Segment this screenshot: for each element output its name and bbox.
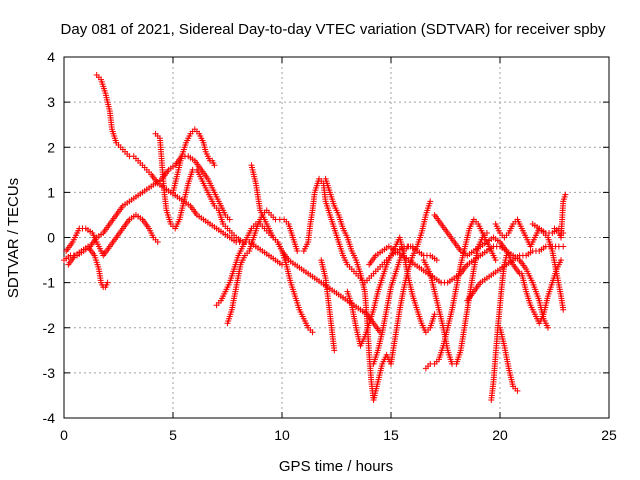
x-tick-label: 20 — [492, 427, 508, 443]
data-point — [433, 257, 440, 264]
x-axis-label: GPS time / hours — [279, 458, 393, 475]
data-point — [104, 279, 111, 286]
x-tick-label: 5 — [169, 427, 177, 443]
y-tick-labels: -4 -3 -2 -1 0 1 2 3 4 — [43, 49, 56, 426]
chart-title: Day 081 of 2021, Sidereal Day-to-day VTE… — [61, 21, 606, 38]
series-sat-s — [488, 252, 510, 403]
series-sat-w — [518, 257, 565, 327]
x-tick-label: 10 — [274, 427, 290, 443]
y-tick-label: 0 — [47, 230, 55, 246]
y-tick-label: 2 — [47, 139, 55, 155]
data-point — [409, 243, 416, 250]
series-sat-m — [344, 234, 438, 349]
data-point — [544, 324, 551, 331]
data-point — [226, 216, 233, 223]
y-tick-label: -4 — [43, 410, 56, 426]
series-sat-t — [497, 324, 521, 394]
y-tick-label: 3 — [47, 94, 55, 110]
y-axis-label: SDTVAR / TECUs — [5, 178, 22, 298]
series-sat-d — [65, 243, 111, 291]
series-sat-h — [224, 207, 301, 327]
series-sat-q — [422, 216, 499, 372]
series-sat-v — [492, 216, 567, 313]
y-tick-label: -1 — [43, 275, 56, 291]
data-point — [558, 257, 565, 264]
data-points — [61, 72, 569, 403]
data-point — [431, 311, 438, 318]
data-point — [560, 229, 567, 236]
data-point — [560, 306, 567, 313]
data-point — [562, 191, 569, 198]
data-point — [331, 347, 338, 354]
data-point — [560, 243, 567, 250]
data-point — [514, 387, 521, 394]
grid-lines — [64, 57, 609, 418]
series-sat-k — [318, 257, 338, 354]
data-point — [427, 198, 434, 205]
data-point — [211, 162, 218, 169]
x-tick-label: 25 — [601, 427, 617, 443]
data-point — [154, 239, 161, 246]
series-sat-f — [170, 126, 218, 196]
series-sat-c — [63, 211, 161, 259]
x-tick-label: 15 — [383, 427, 399, 443]
series-sat-a — [61, 153, 233, 264]
data-point — [294, 248, 301, 255]
y-tick-label: 1 — [47, 184, 55, 200]
x-tick-label: 0 — [60, 427, 68, 443]
series-sat-u — [464, 243, 567, 304]
axis-ticks — [63, 56, 610, 419]
data-point — [503, 252, 510, 259]
series-sat-y — [529, 220, 567, 236]
y-tick-label: -2 — [43, 320, 56, 336]
x-tick-labels: 0 5 10 15 20 25 — [60, 427, 617, 443]
series-sat-e — [152, 130, 285, 268]
y-tick-label: 4 — [47, 49, 55, 65]
series-sat-j — [300, 175, 440, 286]
data-point — [492, 257, 499, 264]
y-tick-label: -3 — [43, 365, 56, 381]
series-sat-b — [93, 72, 253, 246]
data-point — [309, 329, 316, 336]
